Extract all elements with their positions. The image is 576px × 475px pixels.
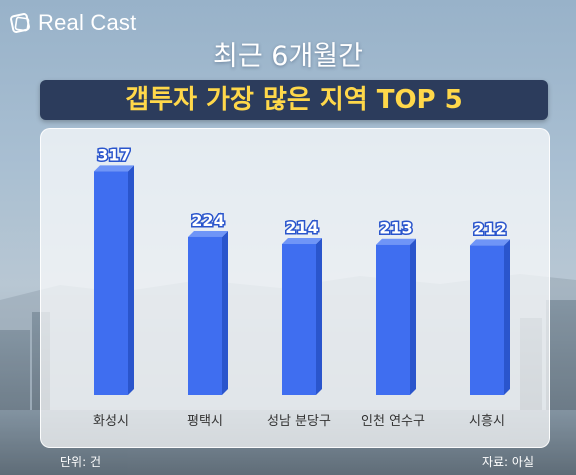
bar (188, 236, 222, 395)
data-label: 213 (379, 219, 412, 238)
bar-side (316, 238, 322, 395)
brand-logo: Real Cast (10, 10, 136, 36)
bar-group: 212 시흥시 (469, 218, 510, 429)
data-label: 212 (473, 219, 506, 238)
category-label: 평택시 (187, 414, 223, 429)
data-label: 214 (285, 218, 318, 237)
chart-subtitle: 최근 6개월간 (213, 41, 363, 72)
data-label: 224 (191, 211, 224, 230)
bar-chart: 317 화성시 224 평택시 214 성남 분당구 213 인천 연수구 212 시흥시 (93, 144, 510, 429)
data-label: 317 (97, 145, 130, 164)
bar-top (282, 238, 322, 245)
bar-side (222, 230, 228, 395)
bar-group: 214 성남 분당구 (267, 217, 331, 429)
bar-side (504, 239, 510, 395)
source-label: 자료: 아실 (481, 455, 534, 469)
bar (282, 244, 316, 395)
bar-side (410, 238, 416, 395)
bar-top (376, 238, 416, 245)
bar-group: 317 화성시 (93, 144, 134, 429)
bar (376, 244, 410, 395)
brand-name: Real Cast (38, 10, 137, 35)
category-label: 화성시 (93, 414, 129, 429)
bar-top (188, 230, 228, 237)
bar-group: 213 인천 연수구 (361, 217, 425, 429)
bar (470, 245, 504, 395)
unit-label: 단위: 건 (60, 455, 101, 469)
bar-side (128, 165, 134, 395)
bar-group: 224 평택시 (187, 209, 228, 429)
category-label: 인천 연수구 (361, 414, 425, 429)
category-label: 성남 분당구 (267, 414, 331, 429)
bar (94, 171, 128, 395)
category-label: 시흥시 (469, 414, 505, 429)
title-banner: 갭투자 가장 많은 지역 TOP 5 (40, 80, 548, 120)
realcast-logo-icon (10, 13, 30, 33)
bar-top (470, 239, 510, 246)
chart-title: 갭투자 가장 많은 지역 TOP 5 (125, 85, 463, 115)
bar-top (94, 165, 134, 172)
chart-panel: 317 화성시 224 평택시 214 성남 분당구 213 인천 연수구 212 시흥시 (40, 128, 550, 448)
